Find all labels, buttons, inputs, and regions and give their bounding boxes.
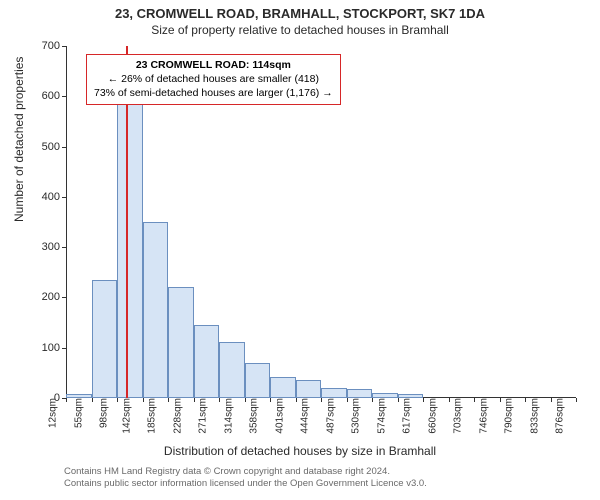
histogram-bar xyxy=(92,280,118,398)
annotation-box: 23 CROMWELL ROAD: 114sqm ← 26% of detach… xyxy=(86,54,341,105)
x-tick-label: 487sqm xyxy=(321,398,336,434)
histogram-bar xyxy=(143,222,169,398)
x-tick-label: 314sqm xyxy=(219,398,234,434)
histogram-bar xyxy=(219,342,245,398)
x-tick-label: 98sqm xyxy=(94,398,109,428)
title-main: 23, CROMWELL ROAD, BRAMHALL, STOCKPORT, … xyxy=(0,0,600,21)
x-tick-mark xyxy=(92,398,93,402)
title-sub: Size of property relative to detached ho… xyxy=(0,21,600,37)
histogram-bar xyxy=(117,96,143,398)
footer-line-2: Contains public sector information licen… xyxy=(64,478,427,490)
x-tick-label: 790sqm xyxy=(500,398,515,434)
x-tick-label: 617sqm xyxy=(398,398,413,434)
x-tick-label: 401sqm xyxy=(270,398,285,434)
x-tick-label: 660sqm xyxy=(423,398,438,434)
chart-container: 23, CROMWELL ROAD, BRAMHALL, STOCKPORT, … xyxy=(0,0,600,500)
y-tick-mark xyxy=(62,297,66,298)
histogram-bar xyxy=(245,363,271,398)
plot-region: 23 CROMWELL ROAD: 114sqm ← 26% of detach… xyxy=(66,46,576,398)
x-tick-label: 358sqm xyxy=(245,398,260,434)
x-tick-label: 444sqm xyxy=(296,398,311,434)
annotation-title: 23 CROMWELL ROAD: 114sqm xyxy=(94,58,333,72)
x-tick-label: 530sqm xyxy=(347,398,362,434)
histogram-bar xyxy=(168,287,194,398)
x-tick-label: 876sqm xyxy=(551,398,566,434)
footer: Contains HM Land Registry data © Crown c… xyxy=(64,466,427,490)
x-tick-label: 55sqm xyxy=(69,398,84,428)
x-tick-label: 746sqm xyxy=(474,398,489,434)
y-tick-mark xyxy=(62,197,66,198)
histogram-bar xyxy=(296,380,322,398)
y-tick-mark xyxy=(62,247,66,248)
y-tick-mark xyxy=(62,46,66,47)
x-tick-label: 142sqm xyxy=(117,398,132,434)
annotation-line-smaller: ← 26% of detached houses are smaller (41… xyxy=(94,72,333,86)
x-tick-label: 228sqm xyxy=(168,398,183,434)
x-tick-label: 703sqm xyxy=(449,398,464,434)
histogram-bar xyxy=(270,377,296,398)
x-tick-label: 271sqm xyxy=(194,398,209,434)
y-tick-mark xyxy=(62,348,66,349)
y-tick-mark xyxy=(62,147,66,148)
x-tick-mark xyxy=(576,398,577,402)
footer-line-1: Contains HM Land Registry data © Crown c… xyxy=(64,466,427,478)
x-tick-label: 833sqm xyxy=(525,398,540,434)
y-axis-label: Number of detached properties xyxy=(12,57,26,222)
histogram-bar xyxy=(321,388,347,398)
histogram-bar xyxy=(194,325,220,398)
y-tick-mark xyxy=(62,96,66,97)
x-tick-label: 12sqm xyxy=(43,398,58,428)
x-tick-mark xyxy=(66,398,67,402)
x-axis-label: Distribution of detached houses by size … xyxy=(0,444,600,458)
histogram-bar xyxy=(347,389,373,398)
x-tick-label: 574sqm xyxy=(372,398,387,434)
x-tick-label: 185sqm xyxy=(143,398,158,434)
annotation-line-larger: 73% of semi-detached houses are larger (… xyxy=(94,86,333,100)
